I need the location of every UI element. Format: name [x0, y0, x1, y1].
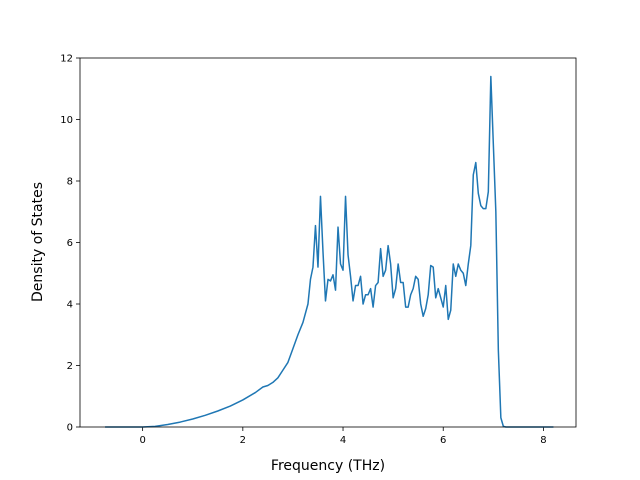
y-tick-label: 12: [60, 54, 73, 65]
y-axis-ticks: 0 2 4 6 8 10 12: [60, 54, 80, 434]
y-tick-label: 10: [60, 115, 73, 126]
x-axis-title: Frequency (THz): [271, 458, 385, 474]
y-axis-title: Density of States: [30, 182, 46, 302]
dos-series-line: [105, 75, 554, 428]
plot-frame: [79, 57, 577, 428]
y-tick-label: 6: [67, 238, 73, 249]
y-tick-label: 4: [67, 300, 73, 311]
x-tick-label: 2: [240, 435, 246, 446]
x-tick-label: 8: [540, 435, 546, 446]
y-tick-label: 8: [67, 177, 73, 188]
plot-background: [80, 58, 576, 427]
x-axis-ticks: 0 2 4 6 8: [139, 427, 547, 446]
y-tick-label: 2: [67, 361, 73, 372]
x-tick-label: 0: [139, 435, 145, 446]
x-tick-label: 4: [340, 435, 346, 446]
x-tick-label: 6: [440, 435, 446, 446]
y-tick-label: 0: [67, 423, 73, 434]
